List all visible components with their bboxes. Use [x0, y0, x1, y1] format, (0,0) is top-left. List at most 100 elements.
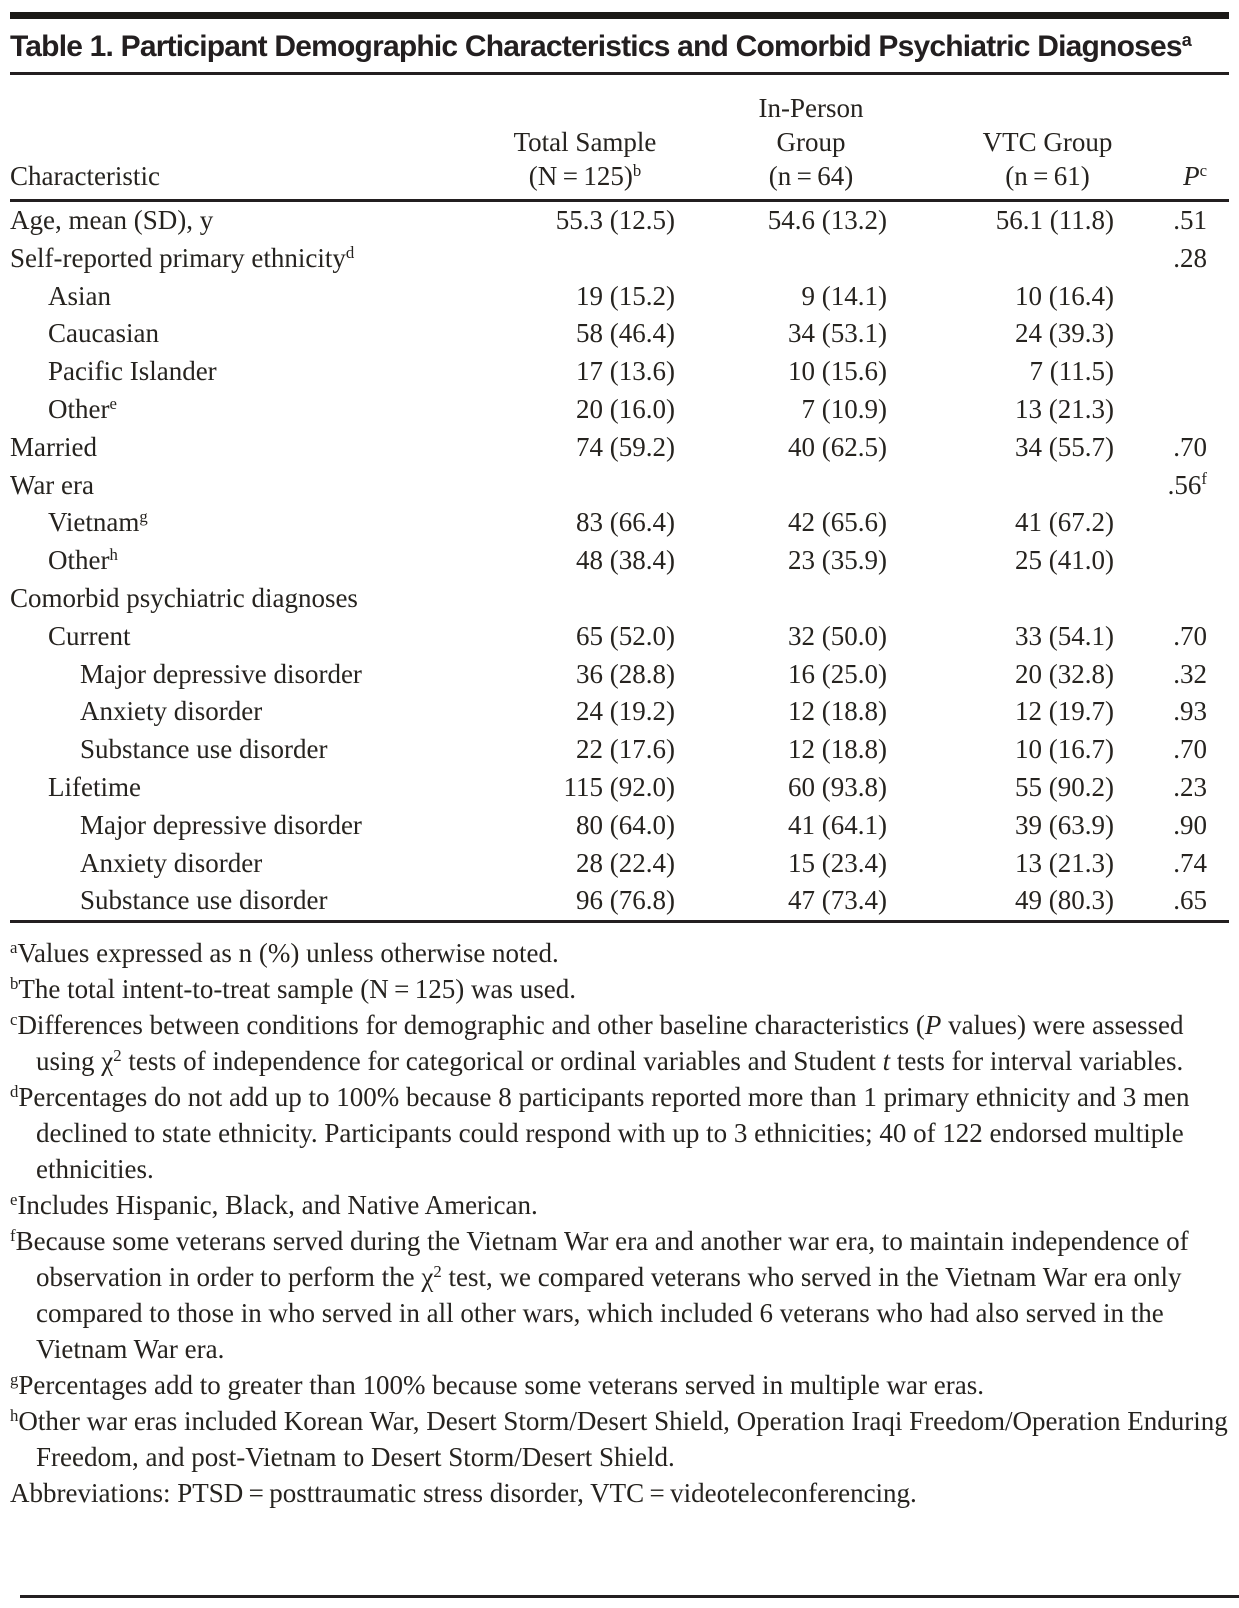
col-header-characteristic: Characteristic: [10, 75, 445, 202]
cell-p: .70: [1173, 431, 1207, 462]
cell-in-person: 40 (62.5): [788, 431, 887, 462]
cell-characteristic: Major depressive disorder: [80, 658, 362, 689]
cell-in-person: 47 (73.4): [685, 882, 895, 924]
table-row: Comorbid psychiatric diagnoses: [10, 580, 1229, 618]
bottom-rule: [20, 1595, 1239, 1598]
col-header-p-value: Pc: [1120, 75, 1229, 202]
cell-vtc: 34 (55.7): [1015, 431, 1114, 462]
title-rule: [10, 72, 1229, 75]
table-row: Lifetime 115 (92.0) 60 (93.8) 55 (90.2) …: [10, 769, 1229, 807]
col-header-in-person-line1: In-Person Group: [758, 93, 864, 157]
cell-vtc: 20 (32.8): [1015, 658, 1114, 689]
cell-total: 28 (22.4): [576, 847, 675, 878]
cell-total: 96 (76.8): [445, 882, 685, 924]
cell-total: 19 (15.2): [576, 280, 675, 311]
cell-in-person: [685, 580, 895, 618]
table-row: Current 65 (52.0) 32 (50.0) 33 (54.1) .7…: [10, 618, 1229, 656]
cell-in-person: 42 (65.6): [788, 507, 887, 538]
table-row: Anxiety disorder 24 (19.2) 12 (18.8) 12 …: [10, 693, 1229, 731]
cell-vtc: 41 (67.2): [1015, 507, 1114, 538]
table-row: Anxiety disorder 28 (22.4) 15 (23.4) 13 …: [10, 845, 1229, 883]
cell-characteristic: Vietnamg: [48, 507, 148, 538]
cell-characteristic: Pacific Islander: [48, 356, 217, 387]
cell-total: 22 (17.6): [576, 734, 675, 765]
footnote: gPercentages add to greater than 100% be…: [10, 1369, 984, 1401]
cell-total: 17 (13.6): [576, 356, 675, 387]
cell-characteristic: Othere: [48, 393, 117, 424]
footnote: eIncludes Hispanic, Black, and Native Am…: [10, 1189, 538, 1221]
cell-characteristic: Asian: [48, 280, 111, 311]
cell-total: 24 (19.2): [576, 696, 675, 727]
journal-table-page: Table 1. Participant Demographic Charact…: [10, 12, 1239, 1598]
table-row: Major depressive disorder 80 (64.0) 41 (…: [10, 807, 1229, 845]
col-header-characteristic-label: Characteristic: [10, 161, 160, 191]
cell-p: .23: [1173, 771, 1207, 802]
footnote: dPercentages do not add up to 100% becau…: [10, 1081, 1190, 1185]
col-header-vtc-group: VTC Group (n = 61): [895, 75, 1120, 202]
table-row: Substance use disorder 96 (76.8) 47 (73.…: [10, 882, 1229, 924]
cell-total: [445, 580, 685, 618]
cell-p: [1120, 278, 1229, 316]
cell-characteristic: Caucasian: [48, 318, 159, 349]
cell-vtc: [895, 580, 1120, 618]
cell-vtc: 56.1 (11.8): [995, 205, 1114, 235]
footnote: fBecause some veterans served during the…: [10, 1225, 1189, 1365]
cell-p: .74: [1173, 847, 1207, 878]
table-row: Otherh 48 (38.4) 23 (35.9) 25 (41.0): [10, 542, 1229, 580]
col-header-vtc-line1: VTC Group: [982, 127, 1113, 157]
cell-in-person: 23 (35.9): [788, 545, 887, 576]
col-header-vtc-line2: (n = 61): [1005, 161, 1090, 191]
cell-p: .65: [1120, 882, 1229, 924]
cell-p: [1120, 391, 1229, 429]
table-row: Substance use disorder 22 (17.6) 12 (18.…: [10, 731, 1229, 769]
cell-characteristic: Married: [10, 431, 97, 462]
cell-in-person: 60 (93.8): [788, 771, 887, 802]
cell-characteristic: Anxiety disorder: [80, 696, 263, 727]
cell-total: 74 (59.2): [576, 431, 675, 462]
footnotes: aValues expressed as n (%) unless otherw…: [10, 935, 1229, 1511]
cell-vtc: 39 (63.9): [1015, 809, 1114, 840]
cell-in-person: 41 (64.1): [788, 809, 887, 840]
cell-vtc: 25 (41.0): [1015, 545, 1114, 576]
cell-in-person: 15 (23.4): [788, 847, 887, 878]
table-row: War era .56f: [10, 467, 1229, 505]
cell-characteristic: Substance use disorder: [10, 882, 445, 924]
col-header-p-label: Pc: [1183, 160, 1207, 191]
table-row: Married 74 (59.2) 40 (62.5) 34 (55.7) .7…: [10, 429, 1229, 467]
cell-p: [1120, 580, 1229, 618]
cell-vtc: 49 (80.3): [895, 882, 1120, 924]
cell-characteristic: Comorbid psychiatric diagnoses: [10, 582, 358, 613]
cell-p: .90: [1173, 809, 1207, 840]
cell-in-person: 12 (18.8): [788, 696, 887, 727]
cell-characteristic: Age, mean (SD), y: [10, 205, 214, 235]
col-header-total-line1: Total Sample: [513, 127, 657, 157]
cell-in-person: 32 (50.0): [788, 620, 887, 651]
cell-vtc: 13 (21.3): [1015, 393, 1114, 424]
cell-vtc: 10 (16.4): [1015, 280, 1114, 311]
footnote: aValues expressed as n (%) unless otherw…: [10, 937, 559, 969]
cell-p: .32: [1173, 658, 1207, 689]
cell-p: .70: [1173, 734, 1207, 765]
table-title: Table 1. Participant Demographic Charact…: [10, 30, 1192, 63]
col-header-total-line2: (N = 125)b: [528, 160, 642, 191]
table-row: Asian 19 (15.2) 9 (14.1) 10 (16.4): [10, 278, 1229, 316]
table-row: Pacific Islander 17 (13.6) 10 (15.6) 7 (…: [10, 353, 1229, 391]
cell-vtc: 13 (21.3): [1015, 847, 1114, 878]
cell-p: .70: [1173, 620, 1207, 651]
cell-p: [1120, 542, 1229, 580]
cell-total: [445, 240, 685, 278]
cell-p: .28: [1173, 242, 1207, 273]
cell-total: 80 (64.0): [576, 809, 675, 840]
cell-total: 55.3 (12.5): [555, 205, 675, 235]
cell-total: 58 (46.4): [576, 318, 675, 349]
table-row: Vietnamg 83 (66.4) 42 (65.6) 41 (67.2): [10, 504, 1229, 542]
cell-characteristic: Current: [48, 620, 131, 651]
cell-total: 20 (16.0): [576, 393, 675, 424]
cell-p: .51: [1173, 205, 1207, 235]
top-bar: [10, 12, 1229, 19]
cell-total: 48 (38.4): [576, 545, 675, 576]
footnote: hOther war eras included Korean War, Des…: [10, 1405, 1228, 1473]
cell-in-person: 34 (53.1): [788, 318, 887, 349]
cell-characteristic: Major depressive disorder: [80, 809, 362, 840]
cell-p: .56f: [1167, 469, 1207, 500]
